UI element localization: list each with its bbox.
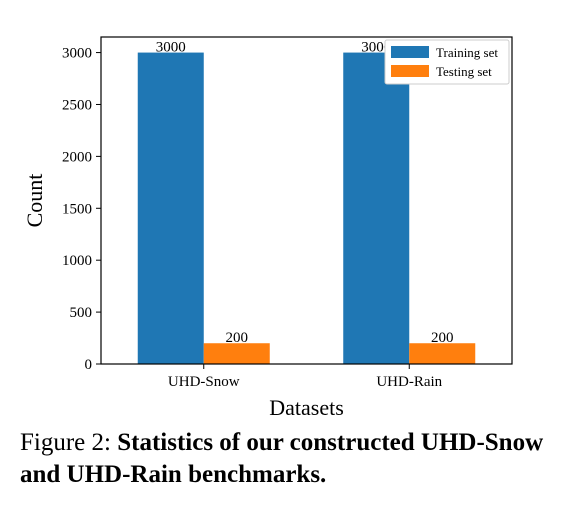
bar-training-set-uhd-snow — [137, 52, 204, 364]
legend-entry-label: Testing set — [436, 64, 492, 79]
x-tick-label: UHD-Snow — [168, 374, 240, 390]
y-tick-label: 2500 — [62, 97, 92, 113]
y-tick-label: 500 — [70, 305, 93, 321]
legend: Training set Testing set — [384, 39, 510, 85]
caption-text: Statistics of our constructed UHD-Snow a… — [20, 429, 544, 488]
y-tick-label: 3000 — [62, 46, 92, 62]
bar-testing-set-uhd-snow — [203, 343, 270, 364]
y-tick-label: 1500 — [62, 201, 92, 217]
x-tick-label: UHD-Rain — [376, 374, 442, 390]
y-tick-label: 2000 — [62, 149, 92, 165]
data-labels-group: 3000 200 3000 200 — [156, 40, 454, 347]
y-tick-label: 0 — [85, 357, 93, 373]
legend-swatch — [391, 65, 429, 77]
y-tick-label: 1000 — [62, 253, 92, 269]
bar-value-label: 3000 — [156, 40, 186, 56]
y-axis-label: Count — [22, 174, 47, 228]
legend-swatch — [391, 46, 429, 58]
bar-chart: 3000 200 3000 200 0 500 1000 1500 2000 2500 3000 … — [22, 36, 513, 420]
bar-value-label: 3000 — [361, 40, 391, 56]
bar-value-label: 200 — [431, 330, 454, 346]
x-axis-ticks: UHD-Snow UHD-Rain — [168, 364, 443, 390]
plot-frame — [100, 36, 513, 365]
x-axis-label: Datasets — [269, 395, 344, 420]
y-axis-ticks: 0 500 1000 1500 2000 2500 3000 — [62, 46, 101, 373]
bar-value-label: 200 — [226, 330, 249, 346]
figure-caption: Figure 2: Statistics of our constructed … — [20, 427, 550, 491]
legend-entry-label: Training set — [436, 45, 498, 60]
bar-training-set-uhd-rain — [343, 52, 410, 364]
bar-testing-set-uhd-rain — [409, 343, 476, 364]
bars-group — [137, 52, 476, 364]
caption-prefix: Figure 2: — [20, 429, 118, 456]
